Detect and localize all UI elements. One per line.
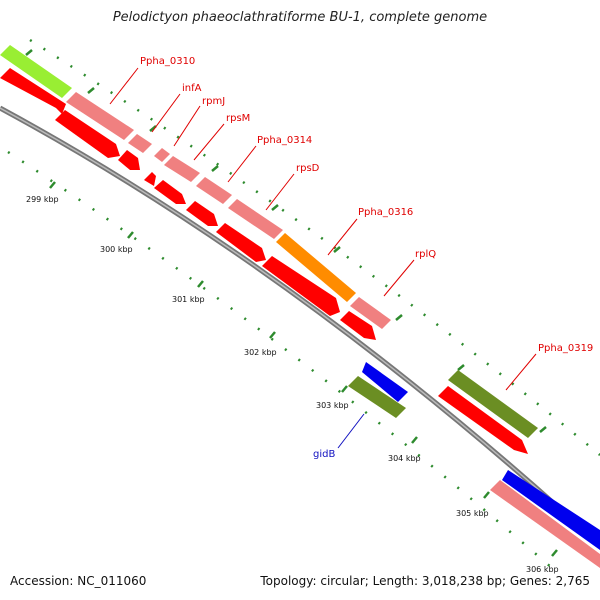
gene-label-rpmj[interactable]: rpmJ bbox=[202, 96, 225, 107]
gene-red-10[interactable] bbox=[438, 386, 528, 454]
kbp-label-304: 304 kbp bbox=[388, 454, 421, 463]
gene-label-rpsm[interactable]: rpsM bbox=[226, 113, 250, 124]
kbp-labels: 299 kbp 300 kbp 301 kbp 302 kbp 303 kbp … bbox=[26, 195, 559, 574]
kbp-label-301: 301 kbp bbox=[172, 295, 205, 304]
gene-red-8[interactable] bbox=[262, 256, 340, 316]
gene-red-7[interactable] bbox=[216, 223, 266, 262]
tick-track-outer bbox=[29, 38, 600, 456]
gene-rplq-feature[interactable] bbox=[350, 297, 391, 329]
gene-red-1[interactable] bbox=[0, 68, 66, 114]
gene-rpsm-feature[interactable] bbox=[164, 156, 200, 182]
gene-red-6[interactable] bbox=[186, 201, 218, 226]
topology-text: Topology: circular; Length: 3,018,238 bp… bbox=[260, 574, 590, 588]
kbp-label-302: 302 kbp bbox=[244, 348, 277, 357]
gene-blue-2[interactable] bbox=[502, 470, 600, 550]
kbp-label-306: 306 kbp bbox=[526, 565, 559, 574]
gene-lime[interactable] bbox=[0, 45, 72, 98]
gene-label-infa[interactable]: infA bbox=[182, 83, 202, 94]
gene-label-ppha0319[interactable]: Ppha_0319 bbox=[538, 343, 593, 354]
gene-labels: Ppha_0310 infA rpmJ rpsM Ppha_0314 rpsD … bbox=[140, 56, 593, 460]
leader-lines bbox=[109, 67, 537, 449]
gene-label-ppha0314[interactable]: Ppha_0314 bbox=[257, 135, 312, 146]
gene-label-rpsd[interactable]: rpsD bbox=[296, 163, 320, 174]
gene-track-inner bbox=[348, 362, 600, 550]
gene-infa-feature[interactable] bbox=[128, 134, 152, 153]
gene-track-upper bbox=[0, 45, 600, 568]
map-title: Pelodictyon phaeoclathratiforme BU-1, co… bbox=[112, 10, 488, 25]
gene-rpsd-feature[interactable] bbox=[228, 199, 283, 239]
accession-text: Accession: NC_011060 bbox=[10, 574, 147, 588]
kbp-label-305: 305 kbp bbox=[456, 509, 489, 518]
gene-red-3[interactable] bbox=[118, 150, 140, 170]
gene-ppha0316-feature[interactable] bbox=[276, 233, 356, 302]
gene-red-4[interactable] bbox=[144, 172, 156, 186]
gene-pink-lower[interactable] bbox=[490, 480, 600, 568]
gene-track-red bbox=[0, 68, 528, 454]
major-ticks bbox=[25, 49, 558, 557]
kbp-label-300: 300 kbp bbox=[100, 245, 133, 254]
gene-gidb-feature[interactable] bbox=[348, 376, 406, 418]
gene-blue-1[interactable] bbox=[362, 362, 408, 402]
gene-label-rplq[interactable]: rplQ bbox=[415, 249, 436, 260]
gene-label-ppha0316[interactable]: Ppha_0316 bbox=[358, 207, 413, 218]
gene-ppha0314-feature[interactable] bbox=[196, 177, 232, 204]
kbp-label-299: 299 kbp bbox=[26, 195, 59, 204]
kbp-label-303: 303 kbp bbox=[316, 401, 349, 410]
gene-label-gidb[interactable]: gidB bbox=[313, 449, 335, 460]
gene-red-2[interactable] bbox=[55, 110, 120, 158]
gene-red-5[interactable] bbox=[154, 180, 186, 204]
gene-ppha0319-feature[interactable] bbox=[448, 370, 538, 438]
gene-label-ppha0310[interactable]: Ppha_0310 bbox=[140, 56, 195, 67]
gene-rpmj-feature[interactable] bbox=[154, 148, 170, 162]
gene-red-9[interactable] bbox=[340, 311, 376, 340]
gene-ppha0310-feature[interactable] bbox=[66, 92, 134, 140]
